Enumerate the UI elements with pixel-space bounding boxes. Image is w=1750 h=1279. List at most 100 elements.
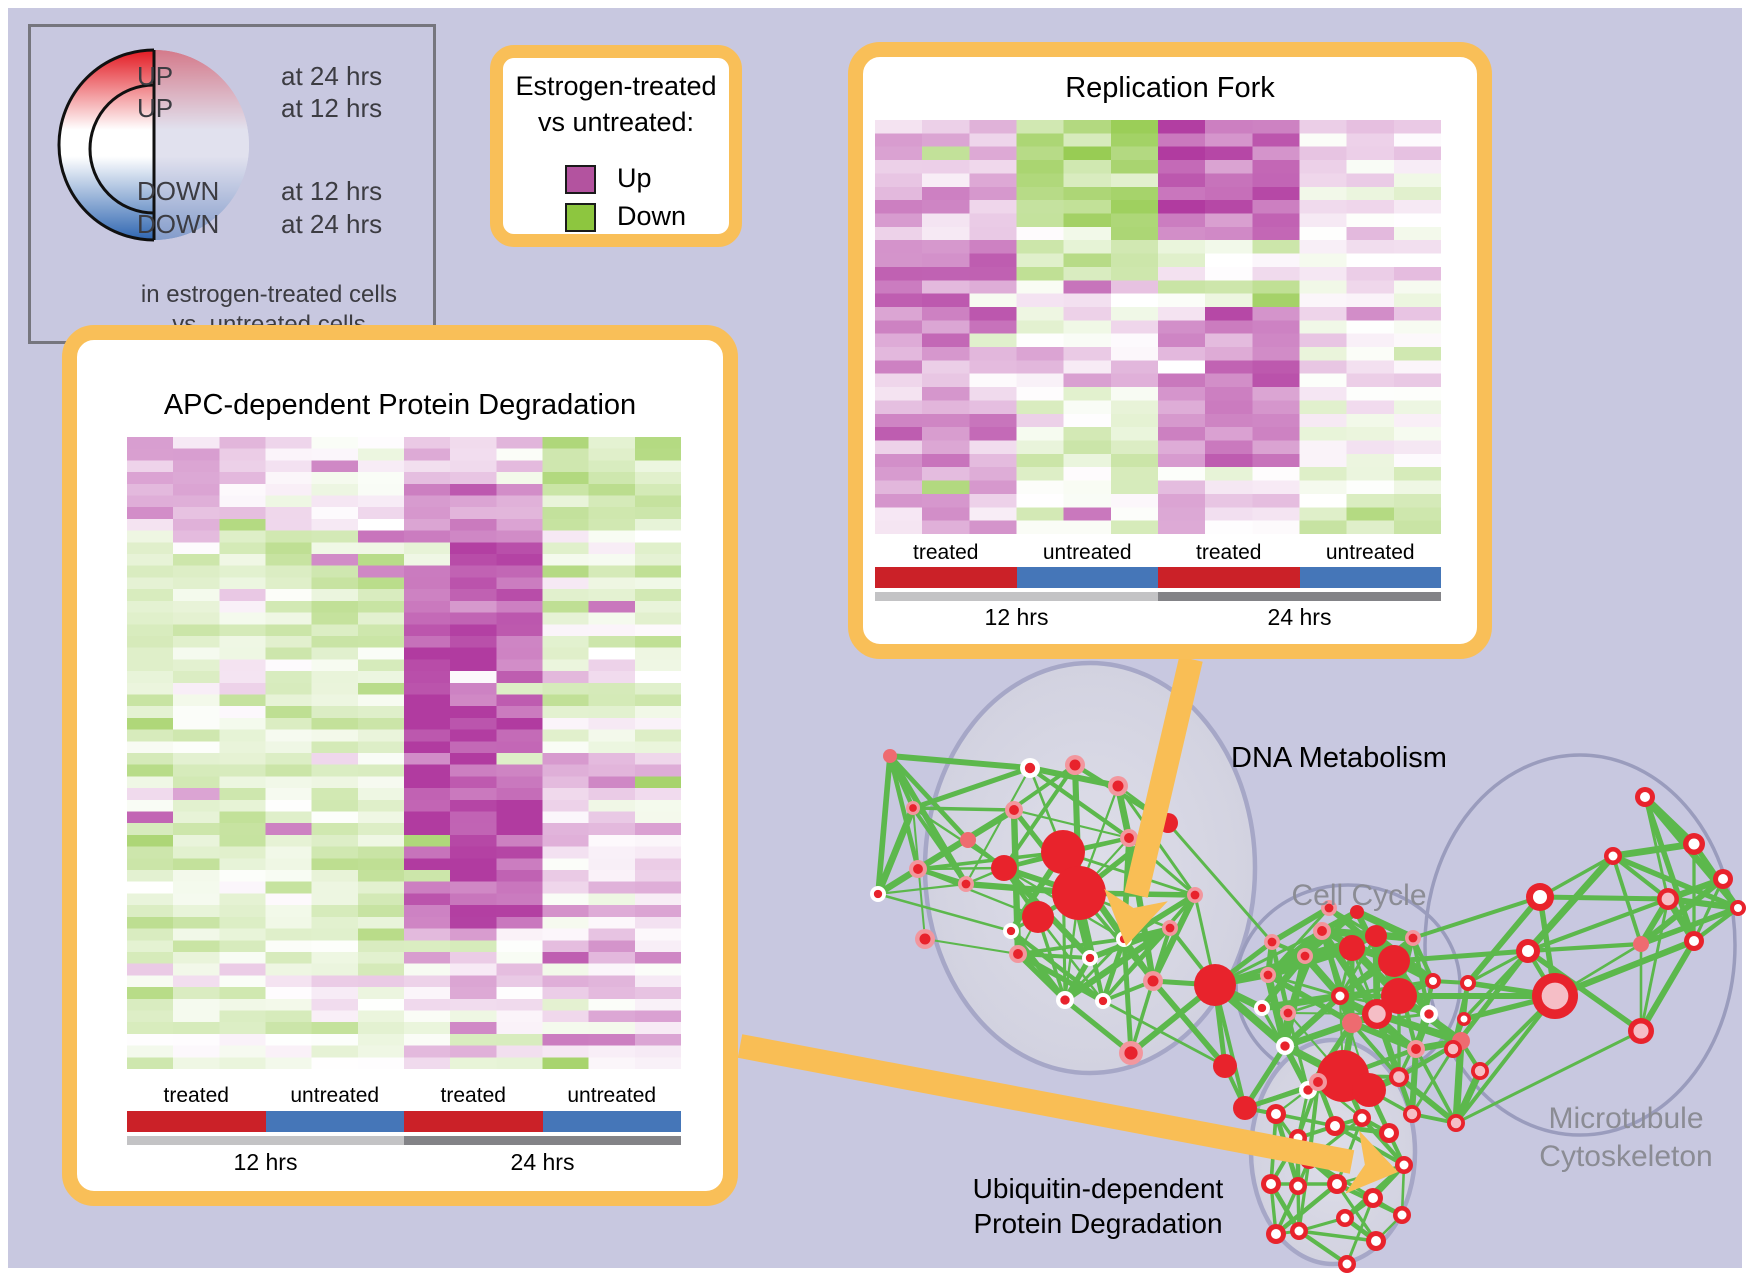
condition-color-bar [265, 1111, 404, 1132]
gene-node [1541, 982, 1569, 1010]
gene-node [1024, 762, 1036, 774]
updown-circle-glyph [57, 48, 249, 242]
gene-node [919, 933, 931, 945]
apc-condition-labels: treated untreated treated untreated [127, 1084, 681, 1108]
time-color-bar [404, 1136, 681, 1145]
gene-node [1378, 945, 1410, 977]
gene-node [960, 832, 976, 848]
condition-color-bar [542, 1111, 681, 1132]
gene-node [1267, 937, 1277, 947]
gene-node [1041, 830, 1085, 874]
color-swatch [565, 203, 596, 232]
gene-node [1393, 1071, 1405, 1083]
gene-node [1406, 1108, 1418, 1120]
gene-node [1213, 1054, 1237, 1078]
panel-apc-heatmap: APC-dependent Protein Degradation treate… [62, 325, 738, 1206]
gene-node [1661, 892, 1675, 906]
color-swatch [565, 165, 596, 194]
gene-node [1303, 1085, 1313, 1095]
apc-condition-bars [127, 1111, 681, 1132]
gene-node [883, 749, 897, 763]
gene-node [1294, 1226, 1304, 1236]
gene-node [1190, 890, 1200, 900]
gene-node [1340, 1213, 1350, 1223]
gene-node [1384, 1128, 1394, 1138]
network-nodes [870, 749, 1746, 1273]
gene-node [1300, 951, 1310, 961]
updown-legend-box: UP at 24 hrs UP at 12 hrs DOWN at 12 hrs DOWN a… [28, 24, 436, 344]
gene-node [873, 889, 883, 899]
gene-node [1424, 1009, 1434, 1019]
time-label: at 24 hrs [281, 61, 383, 91]
ubiquitin-label-line2: Protein Degradation [973, 1208, 1223, 1239]
gene-node [1608, 851, 1618, 861]
dna-metabolism-label: DNA Metabolism [1231, 742, 1447, 774]
gene-node [961, 879, 971, 889]
apc-time-labels: 12 hrs 24 hrs [127, 1149, 681, 1176]
apc-to-ubiquitin-shaft [737, 1034, 1355, 1174]
gene-node [1324, 903, 1334, 913]
gene-node [1069, 759, 1081, 771]
condition-color-bar [1016, 567, 1158, 588]
gene-node [1271, 1109, 1281, 1119]
gene-node [1633, 936, 1649, 952]
gene-node [1371, 1236, 1381, 1246]
direction-label: UP [137, 93, 174, 123]
gene-node [1339, 935, 1365, 961]
gene-node [1194, 964, 1236, 1006]
direction-label: DOWN [137, 176, 220, 206]
gene-node [1085, 953, 1095, 963]
rf-time-labels: 12 hrs 24 hrs [875, 604, 1441, 631]
cell-cycle-label: Cell Cycle [1291, 879, 1427, 912]
condition-color-bar [127, 1111, 266, 1132]
gene-node [909, 804, 917, 812]
time-label: at 24 hrs [281, 209, 383, 239]
direction-label: DOWN [137, 209, 220, 239]
gene-node [1429, 977, 1437, 985]
gene-node [1533, 890, 1547, 904]
estrogen-legend-title-line2: vs untreated: [537, 107, 695, 137]
gene-node [1368, 1193, 1378, 1203]
gene-node [1006, 926, 1016, 936]
gene-node [1357, 1113, 1367, 1123]
gene-node [1283, 1008, 1293, 1018]
condition-label: untreated [567, 1084, 657, 1107]
condition-label: treated [163, 1084, 229, 1107]
gene-node [1365, 925, 1387, 947]
gene-node [1293, 1181, 1303, 1191]
gene-node [991, 855, 1017, 881]
gene-node [1397, 1210, 1407, 1220]
gene-node [1399, 1160, 1409, 1170]
condition-label: treated [913, 541, 979, 564]
gene-node [1009, 805, 1019, 815]
gene-node [1271, 1229, 1281, 1239]
gene-node [1447, 1043, 1459, 1055]
gene-node [1165, 923, 1175, 933]
gene-node [1052, 866, 1106, 920]
panel-replication-fork-heatmap: Replication Fork treated untreated treated… [848, 42, 1492, 659]
gene-node [1411, 1044, 1421, 1054]
time-label: 24 hrs [510, 1149, 575, 1175]
gene-node [1317, 926, 1327, 936]
microtubule-label-line2: Cytoskeleton [1539, 1140, 1713, 1173]
gene-node [1335, 991, 1345, 1001]
apc-heatmap-grid [127, 437, 681, 1069]
gene-node [1257, 1003, 1267, 1013]
replication-fork-to-dna-head [1104, 888, 1168, 946]
gene-node [1266, 1179, 1276, 1189]
ubiquitin-degradation-label: Ubiquitin-dependent Protein Degradation [950, 1171, 1246, 1241]
gene-node [1381, 978, 1417, 1014]
time-color-bar [127, 1136, 404, 1145]
condition-label: untreated [290, 1084, 380, 1107]
gene-node [1689, 936, 1699, 946]
gene-node [1147, 975, 1159, 987]
gene-node [1098, 996, 1108, 1006]
gene-node [1342, 1013, 1362, 1033]
gene-node [1464, 979, 1472, 987]
gene-node [1640, 792, 1650, 802]
gene-node [1022, 901, 1054, 933]
apc-time-bars [127, 1136, 681, 1145]
condition-color-bar [404, 1111, 543, 1132]
